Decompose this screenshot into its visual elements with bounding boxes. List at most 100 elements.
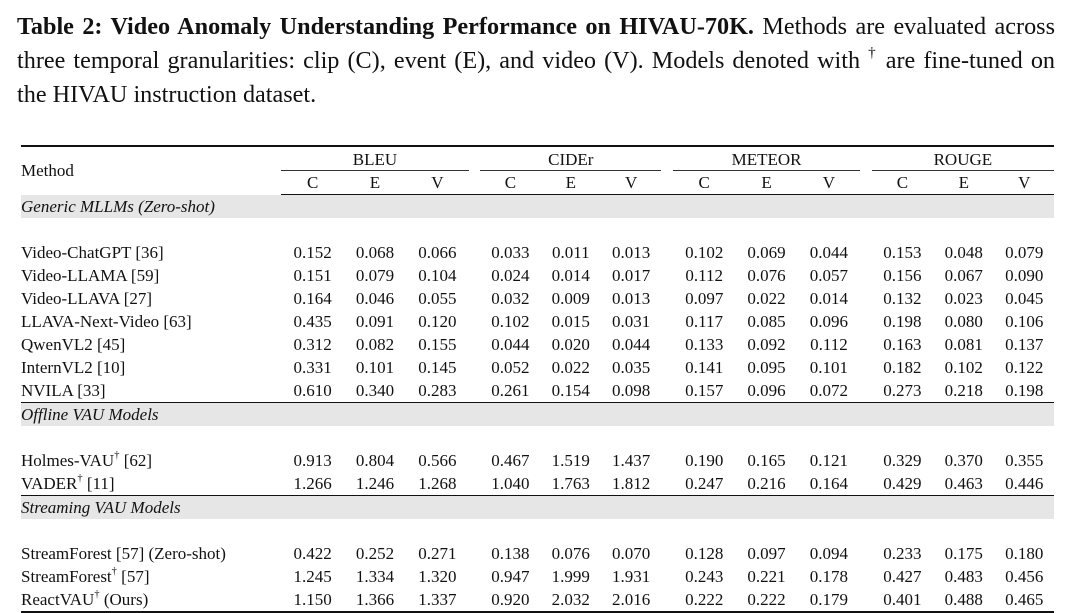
score-cell: 0.035 (612, 357, 651, 377)
score-cell: 0.340 (343, 379, 407, 403)
score-cell: 0.104 (418, 265, 457, 285)
score-cell: 0.015 (551, 311, 590, 331)
score-cell: 0.427 (883, 566, 922, 586)
score-cell: 0.081 (944, 334, 983, 354)
score-cell: 0.044 (491, 334, 530, 354)
score-cell: 0.017 (612, 265, 651, 285)
score-cell: 0.133 (685, 334, 724, 354)
score-cell: 0.079 (355, 265, 395, 285)
score-cell: 0.022 (747, 288, 786, 308)
method-label: Video-LLAMA [59] (21, 265, 160, 285)
score-cell: 0.132 (883, 288, 922, 308)
score-cell: 0.011 (551, 242, 590, 262)
score-cell: 0.446 (994, 472, 1054, 496)
score-cell: 0.465 (994, 588, 1054, 613)
score-cell: 0.233 (883, 543, 922, 563)
method-name: Holmes-VAU† [62] (21, 449, 281, 472)
score-cell: 0.221 (747, 566, 786, 586)
score-cell: 1.040 (480, 472, 541, 496)
table-row: Video-LLAMA [59] 0.151 0.079 0.104 0.024 0.01… (21, 264, 1054, 287)
score-cell: 0.463 (933, 472, 995, 496)
table-body: Generic MLLMs (Zero-shot) Video-ChatGPT [… (21, 194, 1054, 613)
score-cell: 0.283 (406, 379, 469, 403)
method-name: ReactVAU† (Ours) (21, 588, 282, 613)
method-name: NVILA [33] (21, 379, 282, 403)
score-cell: 0.467 (491, 450, 530, 470)
score-cell: 0.097 (747, 543, 786, 563)
score-cell: 0.153 (883, 242, 922, 262)
granularity-header: V (797, 170, 861, 195)
score-cell: 0.157 (673, 379, 736, 403)
granularity-header: C (281, 170, 344, 195)
method-label: ReactVAU (21, 589, 95, 609)
score-cell: 0.156 (883, 265, 922, 285)
score-cell: 0.079 (1005, 242, 1044, 262)
score-cell: 0.179 (797, 588, 861, 613)
score-cell: 0.024 (491, 265, 530, 285)
caption-body: Methods are evaluated across three tempo… (17, 13, 1055, 74)
score-cell: 0.033 (491, 242, 530, 262)
method-name: QwenVL2 [45] (21, 333, 281, 356)
score-cell: 0.044 (612, 334, 651, 354)
score-cell: 0.182 (883, 357, 922, 377)
score-cell: 0.013 (612, 242, 651, 262)
finetuned-dagger: † (111, 565, 117, 577)
table-row: Holmes-VAU† [62] 0.913 0.804 0.566 0.467 1.51… (21, 449, 1054, 472)
caption-title: Table 2: Video Anomaly Understanding Per… (17, 13, 754, 40)
score-cell: 0.198 (994, 379, 1054, 403)
granularity-header: C (480, 170, 541, 195)
score-cell: 1.999 (551, 566, 590, 586)
table-caption: Table 2: Video Anomaly Understanding Per… (17, 10, 1055, 112)
method-label: Holmes-VAU (21, 450, 115, 470)
granularity-header: V (600, 170, 662, 195)
score-cell: 0.070 (612, 543, 651, 563)
score-cell: 0.122 (1005, 357, 1044, 377)
score-cell: 0.483 (944, 566, 983, 586)
score-cell: 2.016 (600, 588, 662, 613)
score-cell: 0.057 (809, 265, 849, 285)
score-cell: 0.102 (944, 357, 983, 377)
score-cell: 0.913 (293, 450, 332, 470)
granularity-header: V (406, 170, 469, 195)
metric-header-cider: CIDEr (480, 146, 662, 171)
score-cell: 0.112 (810, 334, 848, 354)
method-name: Video-LLAMA [59] (21, 264, 281, 287)
score-cell: 0.190 (685, 450, 724, 470)
score-cell: 0.401 (871, 588, 934, 613)
score-cell: 0.092 (747, 334, 786, 354)
score-cell: 0.175 (944, 543, 983, 563)
score-cell: 1.812 (600, 472, 662, 496)
method-name: StreamForest† [57] (21, 565, 281, 588)
score-cell: 0.273 (871, 379, 934, 403)
method-name: InternVL2 [10] (21, 356, 281, 379)
score-cell: 0.163 (883, 334, 922, 354)
score-cell: 0.069 (747, 242, 786, 262)
score-cell: 0.066 (418, 242, 457, 262)
caption-dagger: † (868, 45, 878, 62)
score-cell: 1.337 (406, 588, 469, 613)
score-cell: 0.222 (735, 588, 798, 613)
score-cell: 0.045 (1005, 288, 1044, 308)
score-cell: 0.055 (418, 288, 457, 308)
score-cell: 0.120 (418, 311, 457, 331)
score-cell: 0.180 (1005, 543, 1044, 563)
score-cell: 0.096 (809, 311, 849, 331)
table-row: StreamForest† [57] 1.245 1.334 1.320 0.947 1.… (21, 565, 1054, 588)
method-label: QwenVL2 [45] (21, 334, 126, 354)
score-cell: 0.020 (551, 334, 590, 354)
score-cell: 0.080 (944, 311, 983, 331)
score-cell: 0.067 (944, 265, 983, 285)
method-label: NVILA [33] (21, 380, 106, 400)
score-cell: 0.091 (355, 311, 395, 331)
score-cell: 0.271 (418, 543, 457, 563)
score-cell: 0.102 (685, 242, 724, 262)
score-cell: 0.068 (355, 242, 395, 262)
score-cell: 0.128 (685, 543, 724, 563)
method-reference: [57] (121, 566, 150, 586)
granularity-header: E (735, 170, 798, 195)
score-cell: 0.094 (809, 543, 849, 563)
score-cell: 0.022 (551, 357, 590, 377)
section-title: Generic MLLMs (Zero-shot) (21, 194, 1054, 218)
finetuned-dagger: † (77, 472, 83, 484)
score-cell: 0.370 (944, 450, 983, 470)
